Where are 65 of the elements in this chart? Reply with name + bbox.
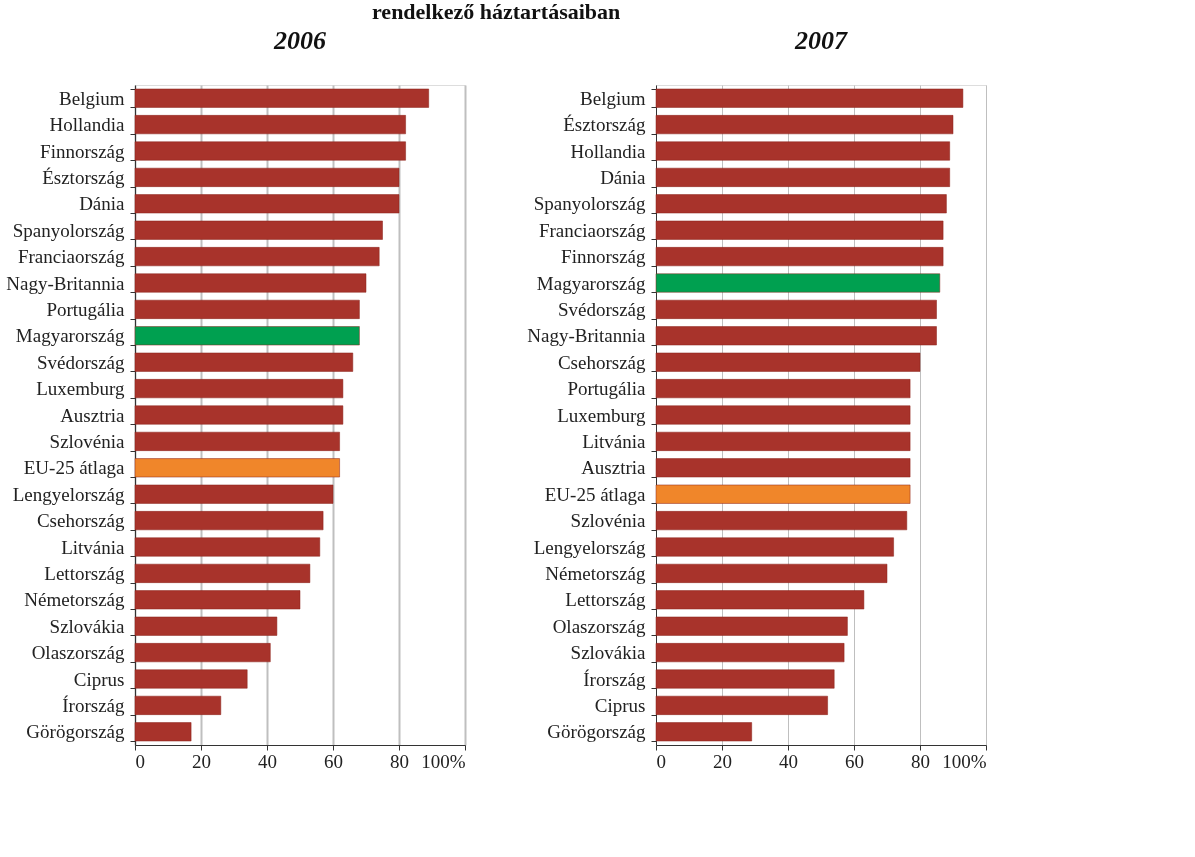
x-tick-label: 80 <box>390 750 409 772</box>
y-tick-label: Lettország <box>44 562 125 584</box>
x-tick-label: 20 <box>192 750 211 772</box>
y-tick-label: Olaszország <box>31 642 125 664</box>
y-tick-label: Hollandia <box>570 140 647 162</box>
y-tick-label: Franciaország <box>538 219 646 241</box>
x-tick-label: 40 <box>258 750 277 772</box>
y-tick-label: Ciprus <box>73 668 125 690</box>
y-tick-label: Svédország <box>557 298 646 320</box>
y-tick-label: Litvánia <box>582 430 647 452</box>
y-tick-label: Litvánia <box>61 536 126 558</box>
y-tick-label: Nagy-Britannia <box>6 272 126 294</box>
y-tick-label: Lengyelország <box>533 536 646 558</box>
x-tick-label: 100% <box>421 750 466 772</box>
y-tick-label: Szlovénia <box>570 510 647 532</box>
x-tick-label: 100% <box>942 750 987 772</box>
y-tick-label: Franciaország <box>17 246 125 268</box>
y-tick-label: Szlovénia <box>49 430 126 452</box>
y-tick-label: Spanyolország <box>533 193 646 215</box>
text: rendelkező háztartásaiban <box>372 0 621 24</box>
y-tick-label: Írország <box>583 668 646 690</box>
y-tick-label: Észtország <box>563 114 646 136</box>
y-tick-label: Szlovákia <box>49 615 126 637</box>
y-tick-label: Szlovákia <box>570 642 647 664</box>
x-tick-label: 80 <box>911 750 930 772</box>
y-tick-label: Németország <box>24 589 125 611</box>
y-tick-label: Lengyelország <box>12 483 125 505</box>
y-tick-label: Luxemburg <box>557 404 646 426</box>
y-tick-label: Luxemburg <box>36 378 125 400</box>
y-tick-label: Svédország <box>36 351 125 373</box>
x-tick-label: 60 <box>845 750 864 772</box>
y-tick-label: Görögország <box>547 721 646 743</box>
y-tick-label: Dánia <box>600 166 647 188</box>
y-tick-label: Magyarország <box>15 325 125 347</box>
y-tick-label: Olaszország <box>552 615 646 637</box>
y-tick-label: Németország <box>545 562 646 584</box>
y-tick-label: EU-25 átlaga <box>23 457 126 479</box>
y-tick-label: Ausztria <box>581 457 647 479</box>
y-tick-label: Portugália <box>46 298 126 320</box>
y-tick-label: Dánia <box>79 193 126 215</box>
y-tick-label: Portugália <box>567 378 647 400</box>
chart-title: 2007 <box>794 26 848 55</box>
y-tick-label: Ausztria <box>60 404 126 426</box>
y-tick-label: Finnország <box>561 246 646 268</box>
x-tick-label: 40 <box>779 750 798 772</box>
y-tick-label: Belgium <box>59 87 125 109</box>
y-tick-label: Csehország <box>36 510 125 532</box>
y-tick-label: Finnország <box>40 140 125 162</box>
x-tick-label: 20 <box>713 750 732 772</box>
y-tick-label: Csehország <box>557 351 646 373</box>
y-tick-label: EU-25 átlaga <box>544 483 647 505</box>
y-tick-label: Észtország <box>42 166 125 188</box>
y-tick-label: Görögország <box>26 721 125 743</box>
y-tick-label: Spanyolország <box>12 219 125 241</box>
y-tick-label: Írország <box>62 694 125 716</box>
y-tick-label: Belgium <box>580 87 646 109</box>
y-tick-label: Hollandia <box>49 114 126 136</box>
y-tick-label: Magyarország <box>536 272 646 294</box>
y-tick-label: Nagy-Britannia <box>527 325 647 347</box>
x-tick-label: 60 <box>324 750 343 772</box>
x-tick-label: 0 <box>656 750 666 772</box>
x-tick-label: 0 <box>135 750 145 772</box>
y-tick-label: Lettország <box>565 589 646 611</box>
chart-title: 2006 <box>273 26 326 55</box>
y-tick-label: Ciprus <box>594 694 646 716</box>
